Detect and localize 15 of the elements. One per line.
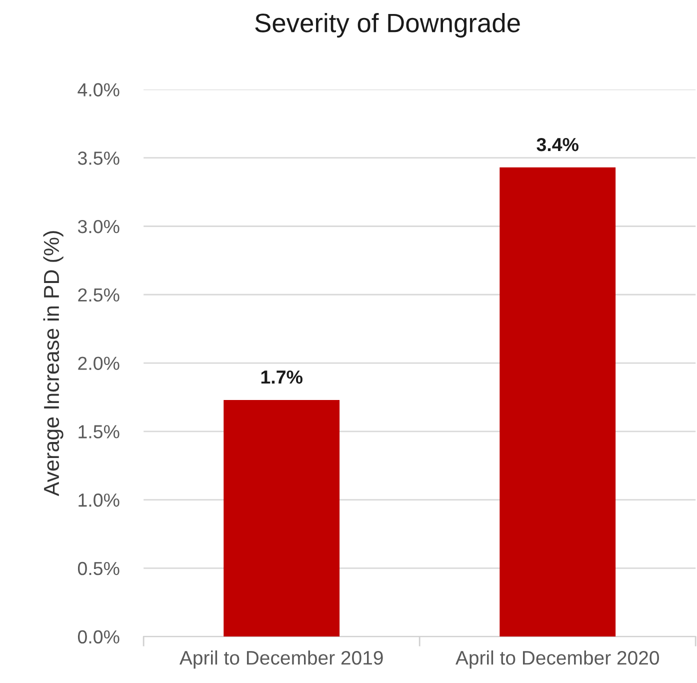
y-tick-label: 1.0%	[78, 493, 120, 507]
y-tick-label: 0.0%	[78, 630, 120, 644]
y-tick-label: 2.5%	[78, 288, 120, 302]
x-tick-label: April to December 2020	[456, 650, 659, 669]
y-tick-label: 2.0%	[78, 356, 120, 370]
y-tick-label: 1.5%	[78, 425, 120, 438]
text: 1.7%	[261, 370, 302, 384]
x-tick-label: April to December 2019	[180, 650, 383, 669]
y-tick-label: 3.5%	[78, 152, 120, 165]
y-axis-title: Average Increase in PD (%)	[43, 231, 64, 496]
text: 3.4%	[536, 138, 578, 152]
y-tick-label: 4.0%	[78, 83, 120, 96]
chart-title: Severity of Downgrade	[255, 12, 520, 38]
y-tick-label: 0.5%	[78, 562, 120, 576]
y-tick-label: 3.0%	[78, 220, 120, 234]
